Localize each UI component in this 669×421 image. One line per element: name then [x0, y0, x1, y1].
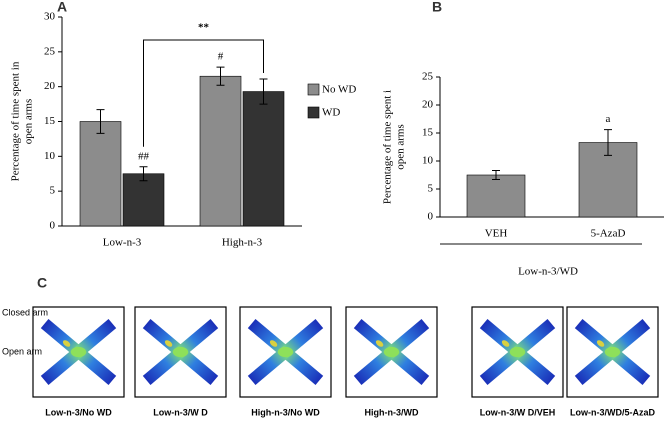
- y-tick-label: 5: [50, 185, 56, 197]
- bar: [199, 75, 242, 227]
- bar: [122, 173, 165, 227]
- y-axis-label: open arms: [23, 99, 35, 145]
- legend-swatch: [307, 106, 320, 119]
- y-tick-label: 10: [422, 155, 434, 167]
- x-tick-label: VEH: [485, 228, 508, 240]
- error-bar: [492, 170, 500, 180]
- bar: [79, 121, 122, 227]
- comparison-bracket: [143, 39, 264, 147]
- panel-label: A: [57, 0, 67, 15]
- y-tick-label: 10: [44, 150, 56, 162]
- legend-label: No WD: [322, 84, 356, 96]
- panel-label: C: [37, 275, 47, 291]
- y-tick-label: 15: [422, 127, 434, 139]
- heatmap-caption: Low-n-3/W D: [153, 407, 208, 417]
- comparison-label: **: [198, 22, 210, 34]
- y-tick-label: 20: [44, 80, 56, 92]
- y-tick-label: 25: [422, 71, 434, 83]
- error-bar: [604, 129, 612, 156]
- y-tick-label: 20: [422, 99, 434, 111]
- x-axis-label: Low-n-3/WD: [518, 266, 578, 278]
- y-axis-label: Percentage of time spent in: [10, 61, 22, 181]
- heatmap-caption: High-n-3/WD: [365, 407, 419, 417]
- open-arm-label: Open arm: [2, 346, 42, 356]
- x-tick-label: High-n-3: [222, 237, 263, 249]
- error-bar: [259, 78, 268, 105]
- y-tick-label: 0: [428, 211, 434, 223]
- x-tick-label: 5-AzaD: [591, 228, 626, 240]
- y-tick-label: 5: [428, 183, 434, 195]
- annotation: ##: [138, 150, 150, 162]
- closed-arm-label: Closed arm: [2, 307, 48, 317]
- heatmap-caption: Low-n-3/W D/VEH: [480, 407, 556, 417]
- heatmap-caption: High-n-3/No WD: [251, 407, 320, 417]
- error-bar: [216, 66, 225, 86]
- x-tick-label: Low-n-3: [103, 237, 142, 249]
- legend-label: WD: [322, 107, 340, 119]
- panel-label: B: [432, 0, 442, 15]
- bar: [466, 174, 526, 218]
- y-axis-label: Percentage of time spent i: [382, 90, 394, 204]
- y-tick-label: 30: [44, 11, 56, 23]
- legend-swatch: [307, 83, 320, 96]
- y-tick-label: 0: [50, 220, 56, 232]
- annotation: #: [218, 51, 224, 63]
- error-bar: [139, 166, 148, 182]
- y-tick-label: 15: [44, 115, 56, 127]
- panel-c: C Low-n-3/No WD Low-n-3/W D High-n-3/No WD H…: [2, 275, 659, 417]
- y-tick-label: 25: [44, 45, 56, 57]
- heatmap-caption: Low-n-3/No WD: [45, 407, 112, 417]
- bar: [242, 91, 285, 227]
- error-bar: [96, 109, 105, 134]
- annotation: a: [606, 113, 611, 125]
- y-axis-label: open arms: [395, 124, 407, 170]
- heatmap-caption: Low-n-3/WD/5-AzaD: [570, 407, 655, 417]
